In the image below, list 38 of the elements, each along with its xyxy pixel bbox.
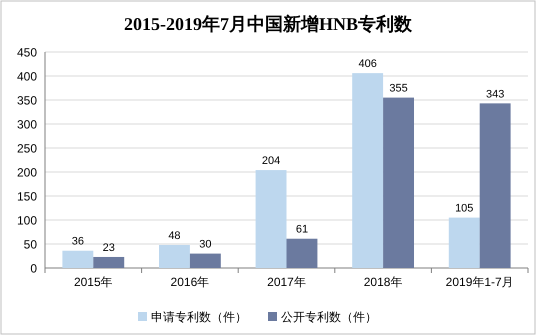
bar [256,170,286,268]
legend-label: 申请专利数（件） [151,310,247,324]
x-tick-label: 2016年 [170,275,210,289]
y-tick-label: 200 [16,166,38,180]
y-tick-label: 350 [16,94,38,108]
y-tick-label: 0 [30,262,38,276]
bar [62,250,94,268]
y-tick-label: 400 [16,70,38,84]
data-label: 48 [168,230,181,242]
data-label: 105 [455,202,474,215]
y-tick-label: 250 [16,142,38,156]
bar [352,73,384,268]
x-tick-label: 2018年 [364,275,402,289]
bar [480,103,511,268]
x-tick-label: 2019年1-7月 [446,275,514,289]
data-label: 36 [72,236,84,248]
data-label: 343 [486,88,504,100]
x-tick-label: 2015年 [74,275,113,289]
x-tick-label: 2017年 [267,275,306,289]
data-label: 355 [389,82,408,95]
bar [448,218,480,268]
bar [190,254,221,268]
y-tick-label: 450 [16,46,38,60]
y-tick-label: 100 [16,214,38,228]
legend-label: 公开专利数（件） [281,310,377,324]
data-label: 30 [199,238,212,251]
y-tick-label: 300 [16,118,38,132]
chart-title: 2015-2019年7月中国新增HNB专利数 [124,14,413,34]
bar [286,238,318,268]
bar [93,256,124,268]
y-tick-label: 50 [24,238,38,252]
y-tick-label: 150 [16,190,38,204]
data-label: 406 [358,58,377,70]
data-label: 61 [296,224,308,236]
bar [158,244,190,268]
data-label: 23 [102,242,115,254]
data-label: 204 [262,155,280,168]
bar [383,98,414,268]
